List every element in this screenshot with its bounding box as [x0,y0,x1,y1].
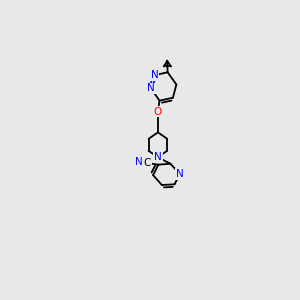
Text: N: N [135,157,142,167]
Text: N: N [151,70,158,80]
Text: C: C [144,158,151,168]
Text: N: N [147,83,155,93]
Text: N: N [154,152,162,162]
Text: N: N [176,169,184,179]
Text: O: O [154,106,162,116]
